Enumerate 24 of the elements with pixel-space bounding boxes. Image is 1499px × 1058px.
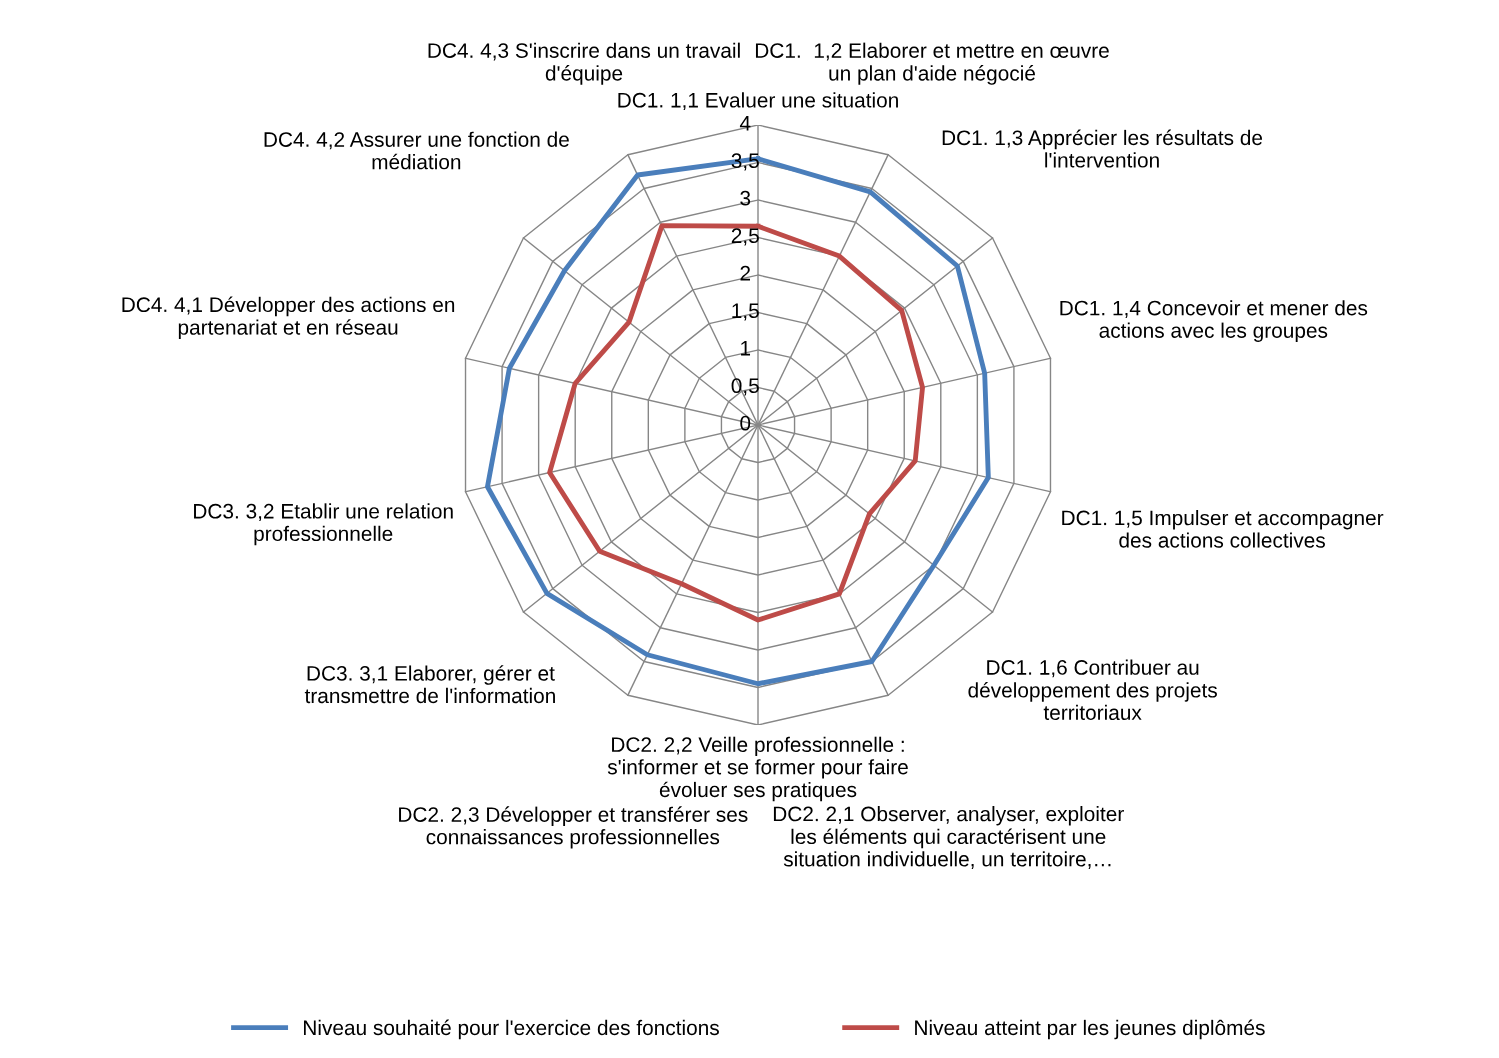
spoke-label: DC2. 2,1 Observer, analyser, exploiter les éléments qui caractérisent une situation individuelle, un territoire,… [773, 806, 1124, 869]
spoke-label: DC2. 2,3 Développer et transférer ses connaissances professionnelles [399, 806, 748, 849]
spoke-label: DC1. 1,3 Apprécier les résultats de l'intervention [942, 129, 1263, 168]
spoke-label: DC1. 1,5 Impulser et accompagner des actions collectives [1062, 509, 1384, 548]
y-tick-label: 3 [740, 190, 751, 206]
spoke-label: DC1. 1,6 Contribuer au développement des projets territoriaux [968, 659, 1217, 721]
legend-label: Niveau souhaité pour l'exercice des fonctions [304, 1019, 719, 1040]
spoke-label: DC4. 4,2 Assurer une fonction de médiation [264, 131, 569, 170]
y-tick-label: 2 [740, 265, 750, 281]
y-tick-label: 2,5 [731, 228, 759, 246]
legend-label: Niveau atteint par les jeunes diplômés [915, 1019, 1265, 1040]
spoke-label: DC4. 4,1 Développer des actions en partenariat et en réseau [122, 296, 455, 339]
spoke-label: DC3. 3,2 Etablir une relation professionnelle [194, 503, 453, 546]
y-tick-label: 1,5 [732, 303, 759, 321]
spoke-label: DC2. 2,2 Veille professionnelle : s'informer et se former pour faire évoluer ses pratiques [607, 736, 908, 802]
spoke-label: DC1. 1,2 Elaborer et mettre en œuvre un plan d'aide négocié [755, 42, 1109, 85]
y-tick-label: 4 [739, 116, 751, 131]
spoke-label: DC1. 1,4 Concevoir et mener des actions avec les groupes [1060, 300, 1368, 343]
y-tick-label: 0,5 [731, 378, 759, 396]
y-tick-label: 1 [741, 341, 751, 356]
y-tick-label: 0 [740, 415, 751, 431]
spoke-label: DC1. 1,1 Evaluer une situation [618, 92, 898, 111]
spoke-label: DC4. 4,3 S'inscrire dans un travail d'équipe [428, 42, 740, 85]
spoke-label: DC3. 3,1 Elaborer, gérer et transmettre de l'information [304, 665, 555, 704]
